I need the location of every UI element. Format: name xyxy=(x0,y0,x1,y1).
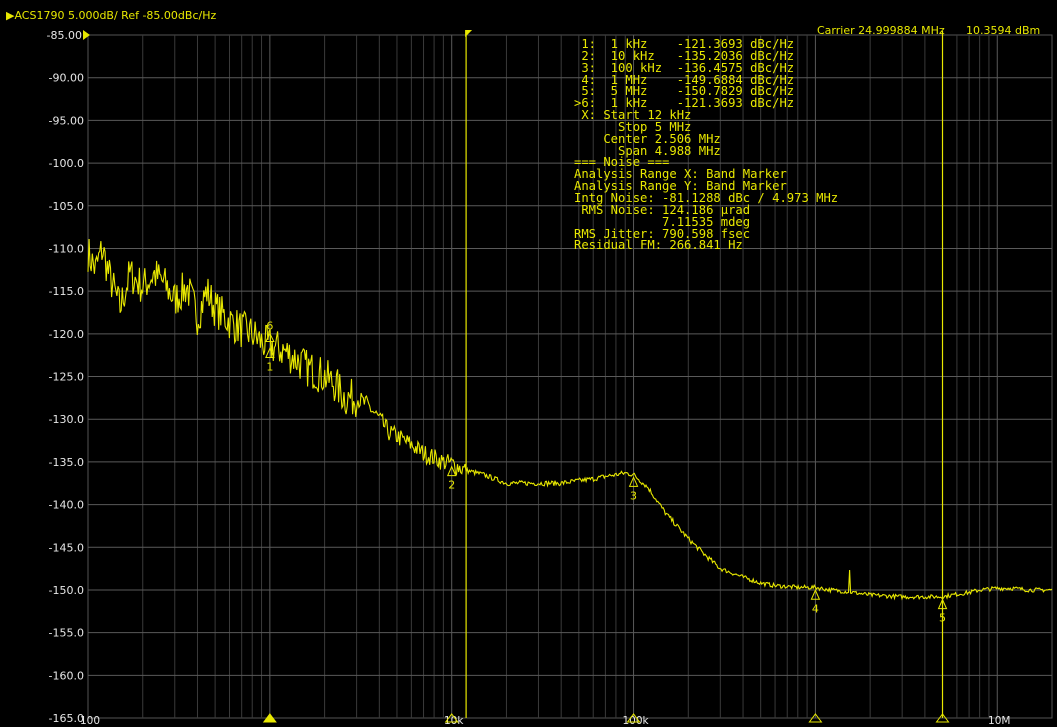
y-tick-label: -165.0 xyxy=(49,712,84,725)
title-text: ACS1790 5.000dB/ Ref -85.00dBc/Hz xyxy=(14,9,217,22)
marker-label: 5 xyxy=(939,612,946,625)
readout-line: 5: 5 MHz -150.7829 dBc/Hz xyxy=(574,84,795,99)
y-tick-label: -100.0 xyxy=(49,157,84,170)
readout-line: Residual FM: 266.841 Hz xyxy=(574,238,743,253)
x-tick-label: 100 xyxy=(80,715,100,727)
y-tick-label: -90.00 xyxy=(49,72,84,85)
y-tick-label: -110.0 xyxy=(49,242,84,255)
y-tick-label: -125.0 xyxy=(49,371,84,384)
marker-triangle-icon xyxy=(937,598,948,610)
marker-triangle-icon xyxy=(810,589,821,600)
readout-line: Center 2.506 MHz xyxy=(574,131,721,146)
marker-triangle-icon xyxy=(628,476,639,487)
x-tick-label: 100k xyxy=(622,715,649,727)
y-tick-label: -130.0 xyxy=(49,413,84,426)
marker-triangle-icon xyxy=(265,347,275,359)
phase-noise-trace xyxy=(87,238,1053,601)
axis-marker-indicator-icon xyxy=(808,713,823,723)
marker-readout-panel: 1: 1 kHz -121.3693 dBc/Hz 2: 10 kHz -135… xyxy=(574,37,839,253)
axis-marker-indicator-icon xyxy=(444,713,459,723)
x-tick-label: 10M xyxy=(988,715,1010,727)
marker-triangle-icon xyxy=(446,465,457,477)
readout-line: === Noise === xyxy=(574,155,670,170)
readout-line: X: Start 12 kHz xyxy=(574,108,692,123)
y-tick-label: -160.0 xyxy=(49,669,84,682)
marker-label: 2 xyxy=(448,479,455,492)
marker-label: 3 xyxy=(630,489,637,502)
marker-triangle-icon xyxy=(265,332,275,343)
y-tick-label: -85.00 xyxy=(47,29,82,42)
readout-line: 3: 100 kHz -136.4575 dBc/Hz xyxy=(574,60,795,75)
axis-marker-indicator-icon xyxy=(626,713,641,723)
readout-line: 1: 1 kHz -121.3693 dBc/Hz xyxy=(574,37,795,51)
readout-line: >6: 1 kHz -121.3693 dBc/Hz xyxy=(574,96,795,111)
y-tick-label: -140.0 xyxy=(49,499,84,512)
y-tick-label: -95.00 xyxy=(49,114,84,127)
reference-level-arrow-icon xyxy=(83,30,90,40)
carrier-power: 10.3594 dBm xyxy=(966,24,1041,37)
readout-line: Intg Noise: -81.1288 dBc / 4.973 MHz xyxy=(574,190,839,205)
y-tick-label: -120.0 xyxy=(49,328,84,341)
y-tick-label: -150.0 xyxy=(49,584,84,597)
y-tick-label: -135.0 xyxy=(49,456,84,469)
carrier-frequency: Carrier 24.999884 MHz xyxy=(817,24,945,37)
marker-label: 1 xyxy=(266,361,273,374)
readout-line: Analysis Range X: Band Marker xyxy=(574,167,787,182)
readout-line: 2: 10 kHz -135.2036 dBc/Hz xyxy=(574,48,795,63)
marker-label: 4 xyxy=(812,602,819,615)
marker-label: 6 xyxy=(266,320,273,333)
title-arrow-icon: ▶ xyxy=(6,9,15,22)
readout-line: RMS Jitter: 790.598 fsec xyxy=(574,226,751,241)
readout-line: 4: 1 MHz -149.6884 dBc/Hz xyxy=(574,72,795,87)
active-marker-indicator-icon xyxy=(263,714,276,722)
readout-line: Stop 5 MHz xyxy=(574,119,692,134)
readout-line: RMS Noise: 124.186 µrad xyxy=(574,202,751,217)
readout-line: Analysis Range Y: Band Marker xyxy=(574,179,787,194)
readout-line: Span 4.988 MHz xyxy=(574,143,721,158)
y-tick-label: -155.0 xyxy=(49,627,84,640)
readout-line: 7.11535 mdeg xyxy=(574,214,751,229)
y-tick-label: -105.0 xyxy=(49,200,84,213)
band-start-flag-icon xyxy=(465,30,473,37)
axis-marker-indicator-icon xyxy=(935,713,950,723)
y-tick-label: -115.0 xyxy=(49,285,84,298)
y-tick-label: -145.0 xyxy=(49,541,84,554)
chart-title: ▶ACS1790 5.000dB/ Ref -85.00dBc/Hz xyxy=(6,9,216,22)
